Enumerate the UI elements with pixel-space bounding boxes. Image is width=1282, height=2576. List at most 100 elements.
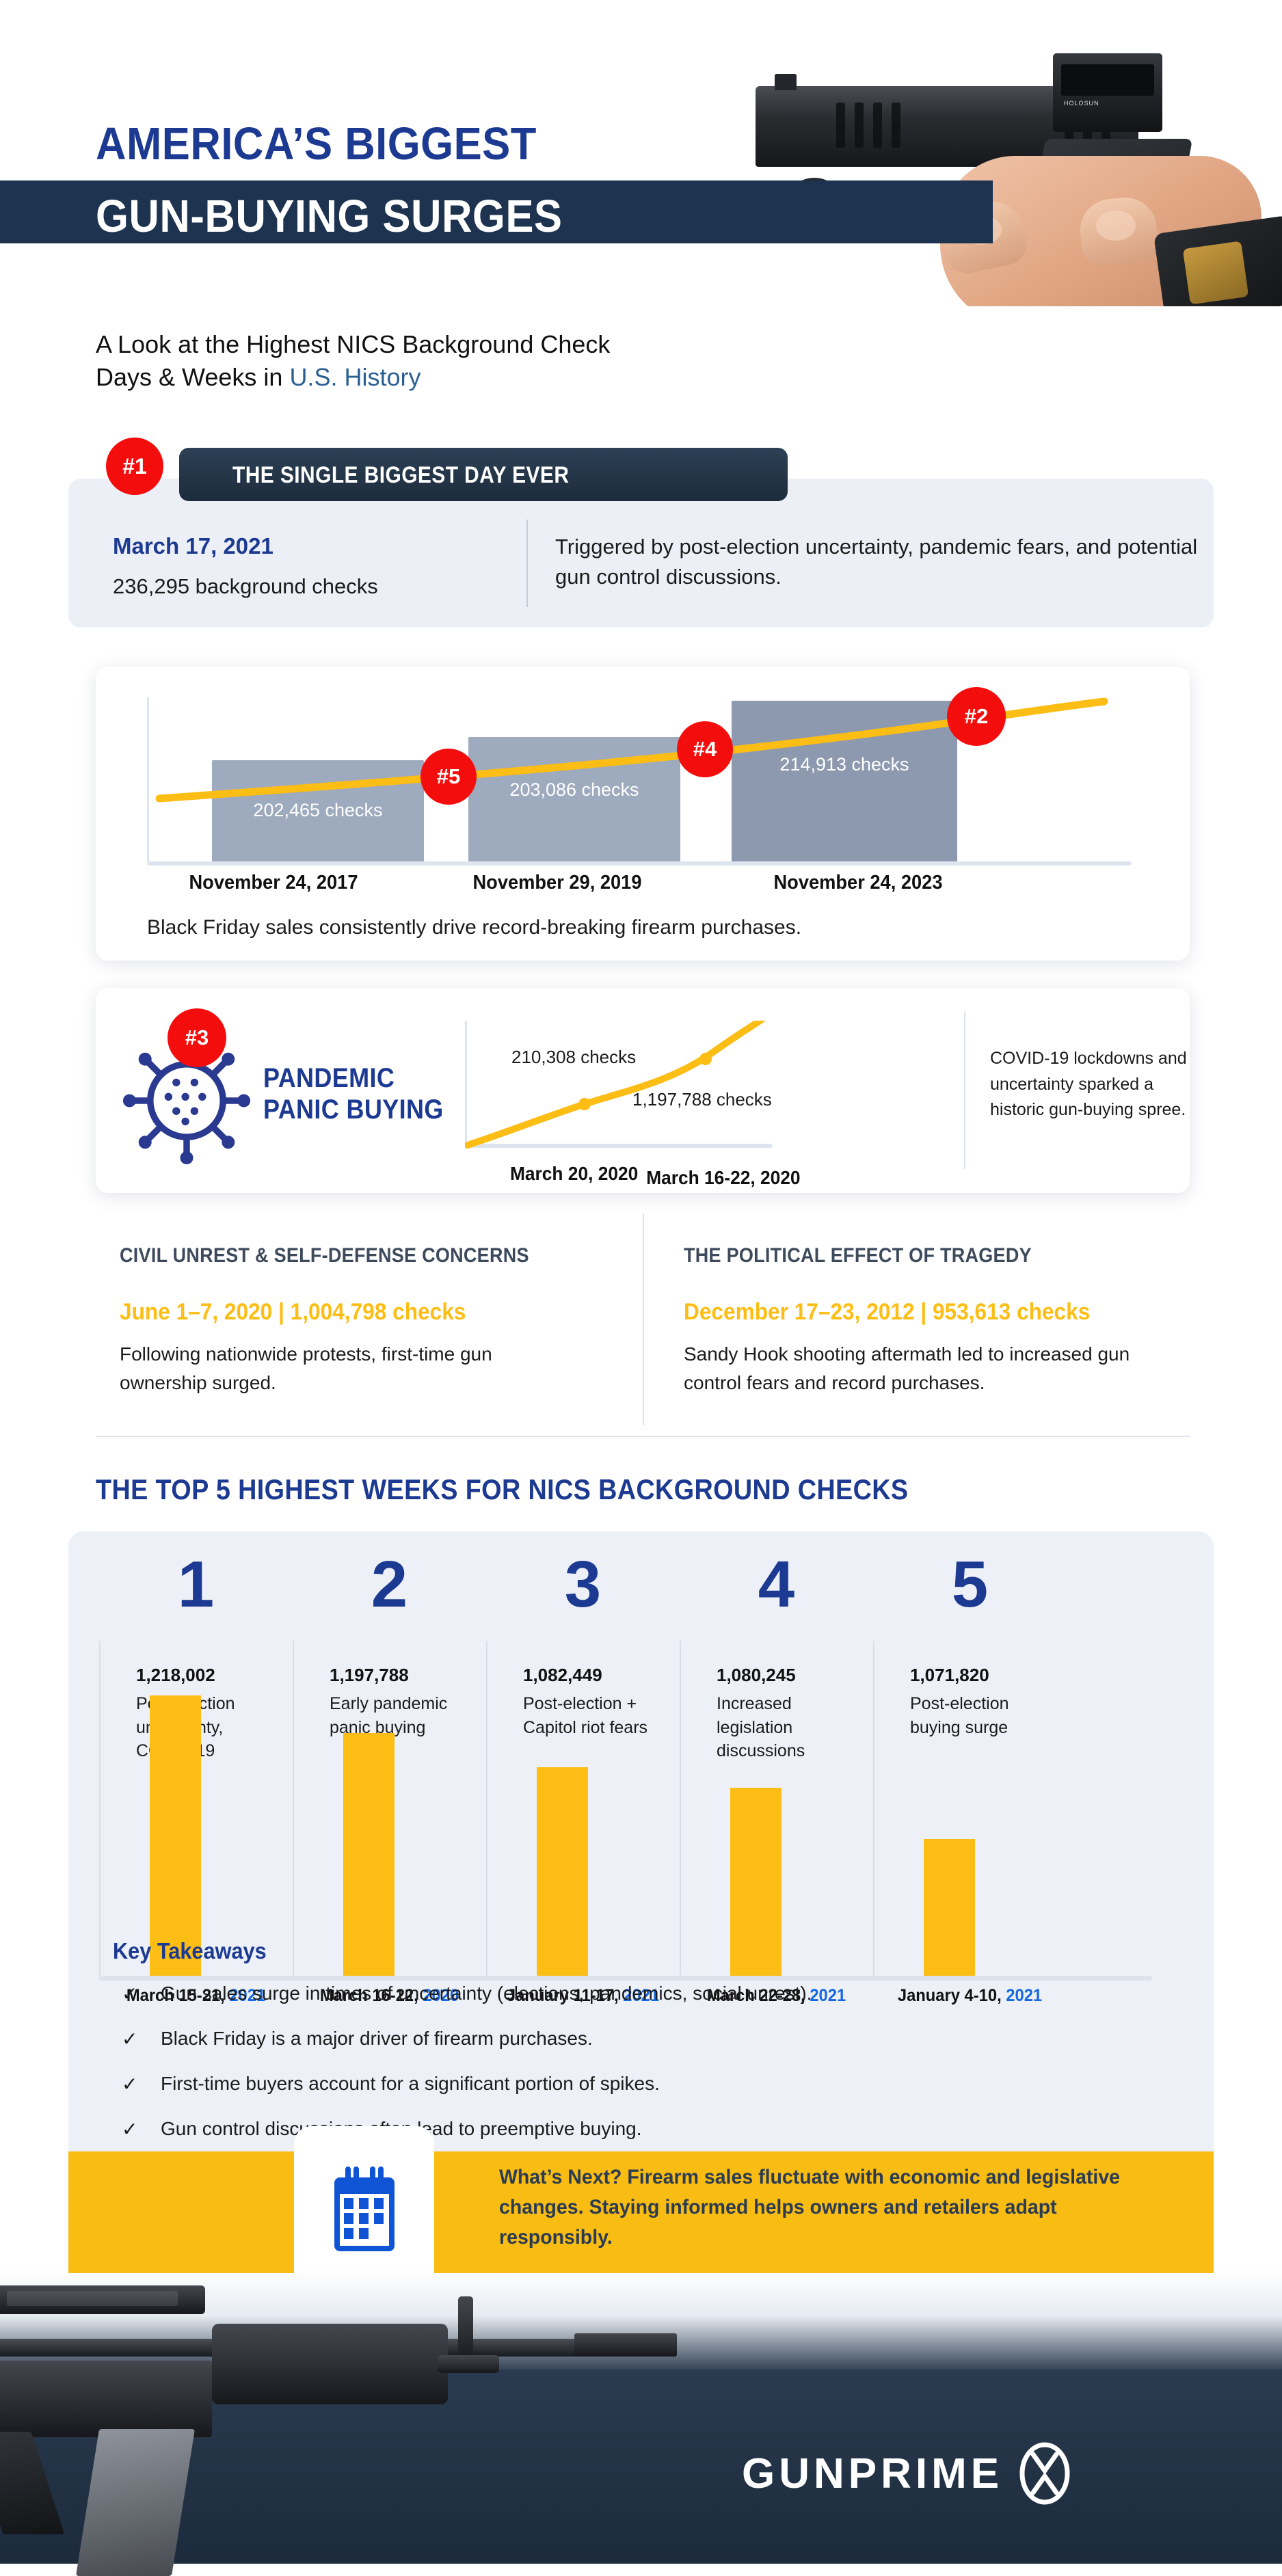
x-label-2017: November 24, 2017 xyxy=(189,872,358,894)
subtitle: A Look at the Highest NICS Background Ch… xyxy=(96,328,793,393)
check-icon: ✓ xyxy=(122,2074,138,2095)
rank-number-1: 1 xyxy=(177,1548,215,1621)
check-icon: ✓ xyxy=(122,2028,138,2050)
rank-number-2: 2 xyxy=(371,1548,408,1621)
column-separator xyxy=(873,1641,874,1976)
checks-count-2: 1,197,788 xyxy=(330,1665,409,1685)
whats-next-text: What’s Next? Firearm sales fluctuate wit… xyxy=(499,2166,1121,2249)
biggest-day-checks: 236,295 background checks xyxy=(113,574,378,598)
top5-column-2: 2 1,197,788 Early pandemic panic buying … xyxy=(293,1531,486,2005)
pandemic-plot: 210,308 checks 1,197,788 checks March 20… xyxy=(465,1021,801,1188)
calendar-icon xyxy=(334,2166,395,2251)
bar-4 xyxy=(730,1788,782,1976)
pistol-front-sight xyxy=(775,74,797,90)
x-label-2: March 16-22, 2020 xyxy=(319,1986,459,2005)
rank-number-3: 3 xyxy=(564,1548,602,1621)
gunprime-logo[interactable]: GUNPRIME xyxy=(742,2441,1071,2506)
logo-text: GUNPRIME xyxy=(742,2450,1004,2497)
subtitle-link[interactable]: U.S. History xyxy=(289,362,421,391)
divider xyxy=(643,1213,644,1425)
top5-title: THE TOP 5 HIGHEST WEEKS FOR NICS BACKGRO… xyxy=(96,1473,909,1505)
x-axis xyxy=(465,1144,773,1148)
checks-count-4: 1,080,245 xyxy=(717,1665,796,1685)
col2-heading: THE POLITICAL EFFECT OF TRAGEDY xyxy=(684,1244,1032,1267)
checks-count-3: 1,082,449 xyxy=(523,1665,602,1685)
rank-badge-1: #1 xyxy=(106,438,163,495)
column-separator xyxy=(293,1641,294,1976)
col1-stat: June 1–7, 2020 | 1,004,798 checks xyxy=(120,1299,466,1325)
rank-badge-4: #4 xyxy=(677,721,733,777)
hero-section: HOLOSUN AMERICA’S BIGGEST GUN-BUYING SUR… xyxy=(0,0,1282,308)
crosshair-icon xyxy=(1019,2442,1070,2505)
whats-next-banner xyxy=(68,2151,1214,2273)
black-friday-plot: 202,465 checks 203,086 checks 214,913 ch… xyxy=(147,697,1132,866)
calendar-icon-box xyxy=(294,2126,434,2297)
pandemic-line xyxy=(465,1021,766,1149)
top5-column-4: 4 1,080,245 Increased legislation discus… xyxy=(680,1531,873,2005)
col1-heading: CIVIL UNREST & SELF-DEFENSE CONCERNS xyxy=(120,1244,529,1267)
check-icon: ✓ xyxy=(122,2119,138,2140)
ar15-rifle-photo xyxy=(0,2273,711,2576)
check-icon: ✓ xyxy=(122,1983,138,2004)
black-friday-footnote: Black Friday sales consistently drive re… xyxy=(147,916,802,939)
pandemic-panic-card: PANDEMIC PANIC BUYING 210,308 checks 1,1… xyxy=(96,988,1190,1193)
pandemic-title: PANDEMIC PANIC BUYING xyxy=(263,1063,444,1125)
bar-2017: 202,465 checks xyxy=(212,760,424,861)
x-label-3: January 11-17, 2021 xyxy=(506,1986,660,2005)
key-takeaways-title: Key Takeaways xyxy=(113,1938,267,1963)
x-label-2023: November 24, 2023 xyxy=(773,872,943,894)
bar-label-2019: 203,086 checks xyxy=(509,779,639,800)
col2-description: Sandy Hook shooting aftermath led to inc… xyxy=(684,1343,1130,1393)
single-biggest-day-card xyxy=(68,479,1214,628)
pandemic-x-label-2: March 16-22, 2020 xyxy=(646,1167,801,1188)
top5-column-5: 5 1,071,820 Post-election buying surge J… xyxy=(873,1531,1067,2005)
black-friday-x-labels: November 24, 2017 November 29, 2019 Nove… xyxy=(147,872,1132,899)
reason-3: Post-election + Capitol riot fears xyxy=(523,1694,648,1737)
reason-5: Post-election buying surge xyxy=(910,1694,1009,1737)
bar-2 xyxy=(343,1733,395,1976)
page-title-line1: AMERICA’S BIGGEST xyxy=(96,118,537,170)
biggest-day-description: Triggered by post-election uncertainty, … xyxy=(555,535,1198,589)
subtitle-line2: Days & Weeks in xyxy=(96,362,290,391)
y-axis xyxy=(465,1021,467,1144)
column-separator xyxy=(99,1641,101,1976)
bar-5 xyxy=(924,1839,975,1976)
x-label-1: March 15-21, 2021 xyxy=(126,1986,266,2005)
x-label-5: January 4-10, 2021 xyxy=(897,1986,1043,2005)
checks-count-5: 1,071,820 xyxy=(910,1665,989,1685)
title-band xyxy=(0,180,993,243)
pandemic-x-label-1: March 20, 2020 xyxy=(509,1163,639,1184)
takeaway-1: Gun sales surge in times of uncertainty … xyxy=(161,1983,812,2004)
wrist-watch-face xyxy=(1182,241,1249,305)
pandemic-title-line2: PANIC BUYING xyxy=(263,1094,444,1125)
column-separator xyxy=(680,1641,681,1976)
pandemic-title-line1: PANDEMIC xyxy=(263,1063,395,1093)
top5-x-axis xyxy=(99,1976,1152,1981)
bar-1 xyxy=(150,1695,201,1976)
col2-stat: December 17–23, 2012 | 953,613 checks xyxy=(684,1299,1091,1325)
divider xyxy=(526,520,528,607)
takeaway-3: First-time buyers account for a signific… xyxy=(161,2073,660,2094)
section-rule xyxy=(96,1436,1190,1437)
y-axis xyxy=(147,697,149,861)
x-label-4: March 22-28, 2021 xyxy=(706,1986,846,2005)
pandemic-value-1: 210,308 checks xyxy=(511,1047,637,1067)
divider xyxy=(964,1012,965,1169)
top5-column-3: 3 1,082,449 Post-election + Capitol riot… xyxy=(486,1531,680,2005)
rank-badge-5: #5 xyxy=(420,749,477,805)
rank-number-5: 5 xyxy=(951,1548,989,1621)
single-biggest-day-banner: THE SINGLE BIGGEST DAY EVER xyxy=(179,448,788,501)
coronavirus-icon xyxy=(122,1036,251,1165)
col1-description: Following nationwide protests, first-tim… xyxy=(120,1343,492,1393)
rank-badge-3: #3 xyxy=(168,1008,226,1067)
red-dot-optic: HOLOSUN xyxy=(1053,53,1162,132)
x-label-2019: November 29, 2019 xyxy=(472,872,642,894)
page-title-line2: GUN-BUYING SURGES xyxy=(96,191,563,242)
column-separator xyxy=(486,1641,488,1976)
bar-3 xyxy=(537,1767,588,1976)
single-biggest-day-label: THE SINGLE BIGGEST DAY EVER xyxy=(232,462,570,488)
bar-label-2017: 202,465 checks xyxy=(253,800,383,820)
pandemic-value-2: 1,197,788 checks xyxy=(632,1089,772,1110)
biggest-day-date: March 17, 2021 xyxy=(113,533,273,559)
reason-2: Early pandemic panic buying xyxy=(330,1694,448,1737)
